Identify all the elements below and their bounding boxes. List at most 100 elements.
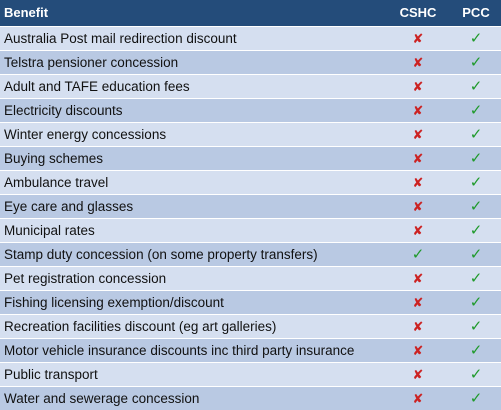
check-icon: ✓: [469, 101, 483, 119]
benefit-cell: Telstra pensioner concession: [0, 49, 385, 74]
check-icon: ✓: [469, 77, 483, 95]
header-row: Benefit CSHC PCC: [0, 0, 501, 26]
check-icon: ✓: [469, 365, 483, 383]
pcc-cell: ✓: [451, 361, 501, 386]
check-icon: ✓: [469, 197, 483, 215]
cross-icon: ✘: [412, 54, 424, 70]
check-icon: ✓: [469, 149, 483, 167]
cshc-cell: ✘: [385, 121, 451, 146]
check-icon: ✓: [469, 293, 483, 311]
check-icon: ✓: [469, 221, 483, 239]
check-icon: ✓: [469, 125, 483, 143]
pcc-cell: ✓: [451, 25, 501, 50]
cross-icon: ✘: [412, 342, 424, 358]
benefit-cell: Public transport: [0, 361, 385, 386]
pcc-cell: ✓: [451, 337, 501, 362]
cross-icon: ✘: [412, 102, 424, 118]
pcc-cell: ✓: [451, 313, 501, 338]
check-icon: ✓: [469, 317, 483, 335]
table-row: Public transport ✘ ✓: [0, 361, 501, 386]
header-benefit: Benefit: [0, 0, 385, 26]
table-row: Pet registration concession ✘ ✓: [0, 265, 501, 290]
header-pcc: PCC: [451, 0, 501, 26]
table-row: Electricity discounts ✘ ✓: [0, 97, 501, 122]
cross-icon: ✘: [412, 318, 424, 334]
pcc-cell: ✓: [451, 121, 501, 146]
table-row: Telstra pensioner concession ✘ ✓: [0, 49, 501, 74]
pcc-cell: ✓: [451, 217, 501, 242]
check-icon: ✓: [469, 29, 483, 47]
benefit-cell: Ambulance travel: [0, 169, 385, 194]
cshc-cell: ✓: [385, 241, 451, 266]
benefit-cell: Winter energy concessions: [0, 121, 385, 146]
pcc-cell: ✓: [451, 169, 501, 194]
cross-icon: ✘: [412, 126, 424, 142]
check-icon: ✓: [469, 245, 483, 263]
pcc-cell: ✓: [451, 241, 501, 266]
cross-icon: ✘: [412, 270, 424, 286]
cross-icon: ✘: [412, 78, 424, 94]
pcc-cell: ✓: [451, 49, 501, 74]
table-row: Water and sewerage concession ✘ ✓: [0, 385, 501, 410]
pcc-cell: ✓: [451, 385, 501, 410]
table-row: Australia Post mail redirection discount…: [0, 25, 501, 50]
table-row: Adult and TAFE education fees ✘ ✓: [0, 73, 501, 98]
cross-icon: ✘: [412, 366, 424, 382]
pcc-cell: ✓: [451, 97, 501, 122]
benefit-cell: Municipal rates: [0, 217, 385, 242]
cshc-cell: ✘: [385, 73, 451, 98]
table-row: Buying schemes ✘ ✓: [0, 145, 501, 170]
cshc-cell: ✘: [385, 313, 451, 338]
check-icon: ✓: [411, 245, 425, 263]
benefit-cell: Motor vehicle insurance discounts inc th…: [0, 337, 385, 362]
cshc-cell: ✘: [385, 217, 451, 242]
cross-icon: ✘: [412, 174, 424, 190]
benefit-cell: Australia Post mail redirection discount: [0, 25, 385, 50]
table-row: Eye care and glasses ✘ ✓: [0, 193, 501, 218]
cshc-cell: ✘: [385, 337, 451, 362]
cshc-cell: ✘: [385, 385, 451, 410]
benefit-cell: Electricity discounts: [0, 97, 385, 122]
check-icon: ✓: [469, 173, 483, 191]
table-row: Motor vehicle insurance discounts inc th…: [0, 337, 501, 362]
check-icon: ✓: [469, 389, 483, 407]
table-row: Ambulance travel ✘ ✓: [0, 169, 501, 194]
check-icon: ✓: [469, 53, 483, 71]
header-cshc: CSHC: [385, 0, 451, 26]
cross-icon: ✘: [412, 390, 424, 406]
check-icon: ✓: [469, 341, 483, 359]
benefit-cell: Stamp duty concession (on some property …: [0, 241, 385, 266]
pcc-cell: ✓: [451, 265, 501, 290]
table-body: Australia Post mail redirection discount…: [0, 25, 501, 410]
benefit-cell: Adult and TAFE education fees: [0, 73, 385, 98]
table-row: Municipal rates ✘ ✓: [0, 217, 501, 242]
pcc-cell: ✓: [451, 73, 501, 98]
benefit-cell: Fishing licensing exemption/discount: [0, 289, 385, 314]
table-header: Benefit CSHC PCC: [0, 0, 501, 26]
benefit-cell: Buying schemes: [0, 145, 385, 170]
cross-icon: ✘: [412, 150, 424, 166]
cshc-cell: ✘: [385, 169, 451, 194]
benefit-cell: Water and sewerage concession: [0, 385, 385, 410]
cshc-cell: ✘: [385, 361, 451, 386]
pcc-cell: ✓: [451, 145, 501, 170]
cshc-cell: ✘: [385, 49, 451, 74]
pcc-cell: ✓: [451, 289, 501, 314]
cshc-cell: ✘: [385, 193, 451, 218]
table-row: Fishing licensing exemption/discount ✘ ✓: [0, 289, 501, 314]
table-row: Stamp duty concession (on some property …: [0, 241, 501, 266]
check-icon: ✓: [469, 269, 483, 287]
benefit-cell: Eye care and glasses: [0, 193, 385, 218]
cross-icon: ✘: [412, 30, 424, 46]
pcc-cell: ✓: [451, 193, 501, 218]
benefit-cell: Recreation facilities discount (eg art g…: [0, 313, 385, 338]
benefit-cell: Pet registration concession: [0, 265, 385, 290]
table-row: Recreation facilities discount (eg art g…: [0, 313, 501, 338]
table-row: Winter energy concessions ✘ ✓: [0, 121, 501, 146]
cross-icon: ✘: [412, 294, 424, 310]
cshc-cell: ✘: [385, 265, 451, 290]
cshc-cell: ✘: [385, 25, 451, 50]
cshc-cell: ✘: [385, 289, 451, 314]
cshc-cell: ✘: [385, 97, 451, 122]
